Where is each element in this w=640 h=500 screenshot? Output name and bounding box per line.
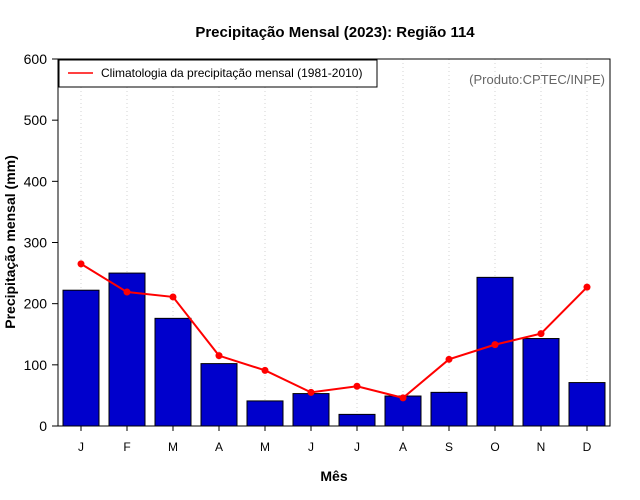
y-tick-label: 200 bbox=[24, 296, 48, 312]
bars-series bbox=[62, 272, 606, 427]
climatology-point bbox=[445, 355, 453, 363]
x-tick-label: J bbox=[354, 440, 360, 454]
y-tick-label: 300 bbox=[24, 235, 48, 251]
x-tick-label: N bbox=[537, 440, 546, 454]
climatology-point bbox=[583, 283, 591, 291]
bar bbox=[476, 276, 514, 427]
x-tick-label: F bbox=[123, 440, 130, 454]
y-tick-label: 600 bbox=[24, 51, 48, 67]
y-tick-label: 500 bbox=[24, 112, 48, 128]
bar bbox=[292, 393, 330, 427]
bar bbox=[246, 400, 284, 427]
bar bbox=[200, 363, 238, 427]
x-axis-label: Mês bbox=[320, 468, 347, 484]
bar bbox=[568, 382, 606, 427]
bar bbox=[108, 272, 146, 427]
legend: Climatologia da precipitação mensal (198… bbox=[58, 59, 378, 88]
x-tick-label: D bbox=[583, 440, 592, 454]
climatology-point bbox=[537, 330, 545, 338]
climatology-series bbox=[77, 260, 591, 402]
legend-box bbox=[58, 59, 378, 88]
bar bbox=[62, 289, 100, 427]
x-tick-label: M bbox=[260, 440, 270, 454]
climatology-point bbox=[491, 341, 499, 349]
climatology-point bbox=[261, 366, 269, 374]
chart-title: Precipitação Mensal (2023): Região 114 bbox=[195, 24, 475, 41]
climatology-line bbox=[80, 263, 588, 399]
y-axis-label: Precipitação mensal (mm) bbox=[2, 155, 18, 329]
climatology-point bbox=[215, 352, 223, 360]
bar bbox=[154, 317, 192, 427]
x-tick-label: S bbox=[445, 440, 453, 454]
climatology-point bbox=[353, 382, 361, 390]
x-tick-label: J bbox=[78, 440, 84, 454]
climatology-point bbox=[123, 288, 131, 296]
climatology-point bbox=[169, 293, 177, 301]
bar bbox=[338, 413, 376, 427]
x-tick-label: O bbox=[490, 440, 499, 454]
bar bbox=[430, 391, 468, 427]
y-tick-label: 100 bbox=[24, 357, 48, 373]
x-tick-label: A bbox=[215, 440, 223, 454]
x-tick-label: J bbox=[308, 440, 314, 454]
x-tick-label: M bbox=[168, 440, 178, 454]
credit-text: (Produto:CPTEC/INPE) bbox=[469, 72, 605, 87]
x-tick-label: A bbox=[399, 440, 407, 454]
y-tick-label: 0 bbox=[39, 418, 47, 434]
climatology-point bbox=[399, 394, 407, 402]
y-axis: 0 100 200 300 400 500 600 bbox=[24, 51, 58, 434]
climatology-point bbox=[307, 388, 315, 396]
y-tick-label: 400 bbox=[24, 173, 48, 189]
bar bbox=[522, 338, 560, 427]
legend-entry-climatology: Climatologia da precipitação mensal (198… bbox=[101, 66, 362, 80]
climatology-point bbox=[77, 260, 85, 268]
